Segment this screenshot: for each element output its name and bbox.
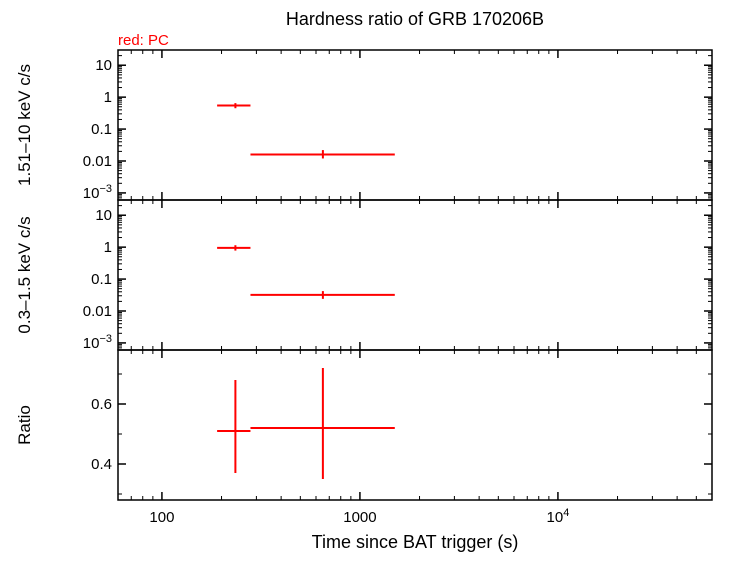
y-tick-label: 0.01 (83, 153, 112, 170)
y-tick-label: 1 (104, 89, 112, 106)
chart-title: Hardness ratio of GRB 170206B (286, 9, 544, 29)
x-axis-label: Time since BAT trigger (s) (312, 532, 519, 552)
y-tick-label: 0.01 (83, 303, 112, 320)
y-axis-label: 1.51–10 keV c/s (15, 64, 34, 186)
panel-frame (118, 350, 712, 500)
y-tick-label: 0.4 (91, 456, 112, 473)
y-tick-label: 0.1 (91, 121, 112, 138)
y-tick-label: 10 (95, 57, 112, 74)
y-tick-label: 0.6 (91, 396, 112, 413)
chart-container: Hardness ratio of GRB 170206B red: PC 1.51… (0, 0, 742, 566)
x-tick-label: 1000 (343, 509, 376, 526)
x-tick-label: 104 (547, 507, 570, 526)
y-axis-label: Ratio (15, 405, 34, 445)
y-tick-label: 10−3 (83, 183, 112, 202)
y-tick-label: 1 (104, 239, 112, 256)
legend-label: red: PC (118, 32, 169, 49)
panel-frame (118, 50, 712, 200)
panel-frame (118, 200, 712, 350)
chart-svg: Hardness ratio of GRB 170206B red: PC 1.51… (0, 0, 742, 566)
y-axis-label: 0.3–1.5 keV c/s (15, 216, 34, 333)
y-tick-label: 0.1 (91, 271, 112, 288)
x-tick-label: 100 (149, 509, 174, 526)
y-tick-label: 10−3 (83, 333, 112, 352)
y-tick-label: 10 (95, 207, 112, 224)
